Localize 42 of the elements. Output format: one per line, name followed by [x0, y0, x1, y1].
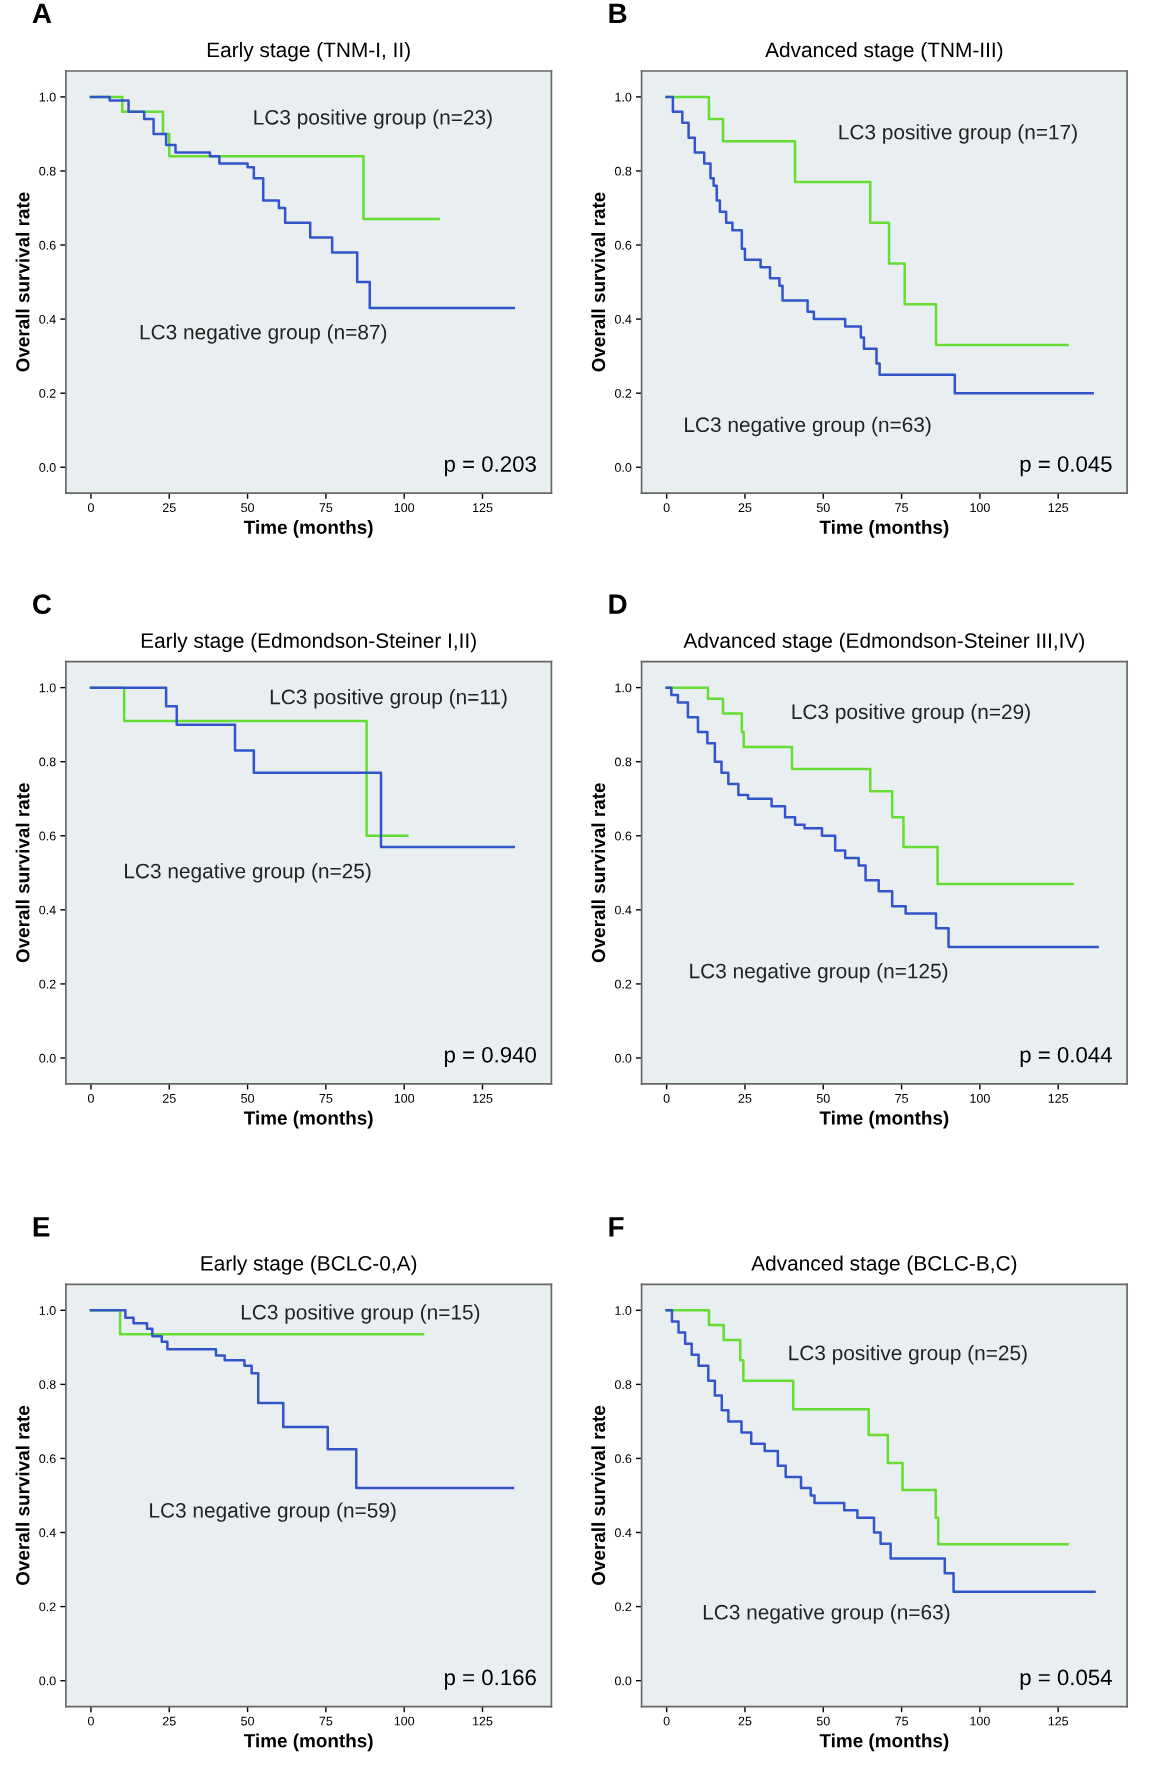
series-label: LC3 negative group (n=63) [685, 416, 931, 437]
text: A [32, 3, 52, 23]
text: E [33, 1217, 50, 1237]
series-label: LC3 positive group (n=17) [839, 124, 1077, 144]
y-axis-title: Overall survival rate [591, 192, 606, 372]
series-label: LC3 positive group (n=23) [254, 109, 492, 129]
chart-title: Advanced stage (BCLC-B,C) [751, 1255, 1017, 1275]
series-label: LC3 positive group (n=25) [789, 1345, 1027, 1365]
x-axis-title: Time (months) [243, 1110, 373, 1129]
y-axis-title: Overall survival rate [591, 783, 606, 963]
text: F [609, 1217, 624, 1237]
x-axis-title: Time (months) [819, 1733, 949, 1752]
annotation: p = 0.166 [444, 1669, 536, 1690]
series-label: LC3 positive group (n=15) [241, 1304, 480, 1324]
y-axis-title: Overall survival rate [591, 1405, 606, 1585]
annotation: p = 0.203 [444, 456, 536, 477]
y-axis-title: Overall survival rate [15, 1405, 30, 1585]
series-label: LC3 negative group (n=25) [125, 863, 371, 883]
x-axis-title: Time (months) [243, 1733, 373, 1752]
text: D [609, 594, 627, 614]
y-axis-title: Overall survival rate [15, 783, 30, 963]
chart-title: Advanced stage (TNM-III) [765, 41, 1003, 62]
x-axis-title: Time (months) [243, 520, 373, 538]
series-label: LC3 negative group (n=87) [140, 324, 387, 344]
series-label: LC3 positive group (n=29) [792, 703, 1030, 724]
annotation: p = 0.045 [1020, 456, 1112, 477]
chart-title: Early stage (TNM-I, II) [207, 41, 410, 62]
annotation: p = 0.044 [1020, 1046, 1112, 1068]
text: C [33, 594, 52, 614]
annotation: p = 0.054 [1020, 1669, 1112, 1690]
series-label: LC3 negative group (n=125) [690, 963, 948, 983]
series-label: LC3 negative group (n=59) [150, 1502, 396, 1522]
series-label: LC3 negative group (n=63) [703, 1604, 950, 1624]
x-axis-title: Time (months) [819, 520, 949, 538]
chart-title: Early stage (Edmondson-Steiner I,II) [141, 632, 476, 653]
text: B [609, 3, 627, 23]
y-axis-title: Overall survival rate [15, 192, 30, 372]
annotation: p = 0.940 [444, 1046, 536, 1068]
chart-title: Early stage (BCLC-0,A) [201, 1255, 417, 1275]
chart-title: Advanced stage (Edmondson-Steiner III,IV) [683, 632, 1084, 653]
series-label: LC3 positive group (n=11) [270, 689, 507, 709]
x-axis-title: Time (months) [819, 1110, 949, 1129]
